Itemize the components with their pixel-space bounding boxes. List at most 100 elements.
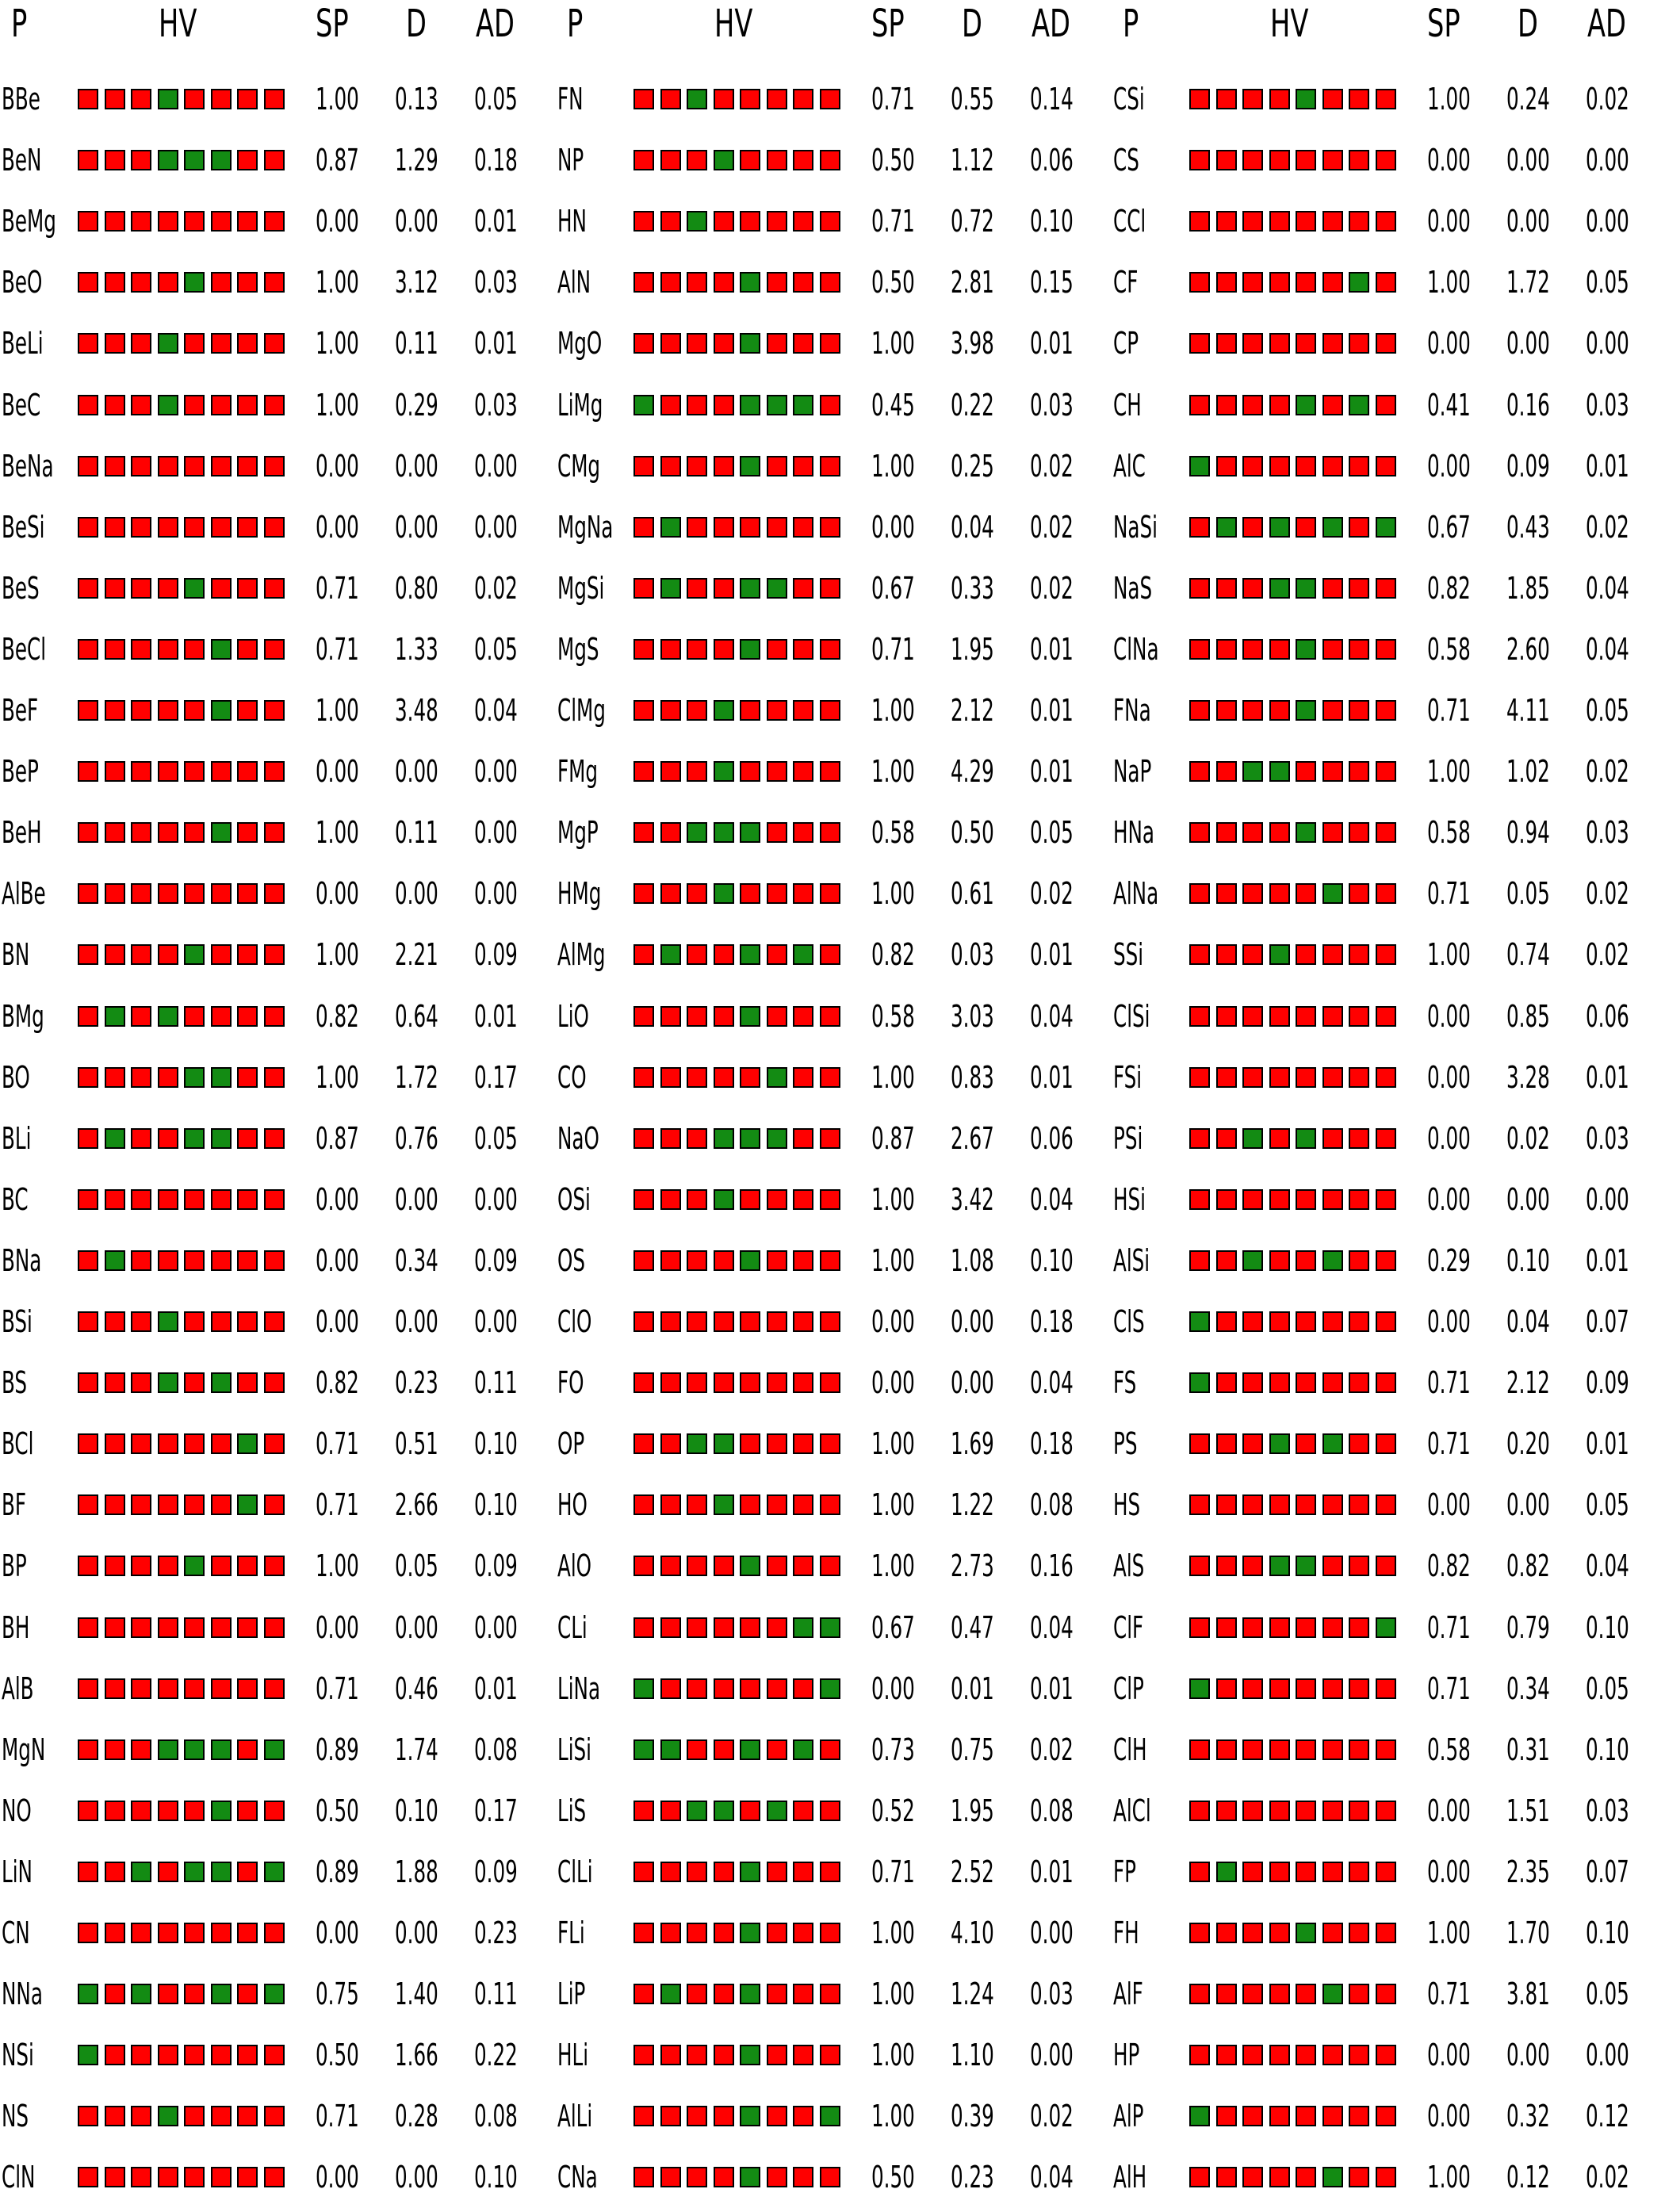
sp-value: 0.71 [316, 2099, 359, 2134]
hv-cell-red [660, 1250, 681, 1271]
hv-cell-green [793, 1617, 813, 1638]
d-value: 0.29 [395, 387, 438, 423]
hv-cell-red [157, 272, 178, 293]
hv-cell-green [210, 1127, 232, 1149]
hv-cell-red [78, 883, 98, 905]
hv-cell-red [1269, 394, 1290, 415]
pair-label: AlCl [1113, 1793, 1151, 1828]
hv-cell-green [184, 272, 205, 293]
d-value: 1.66 [395, 2038, 438, 2073]
hv-cell-red [157, 1494, 178, 1516]
pair-label: CCl [1113, 204, 1146, 239]
hv-cell-red [687, 1372, 707, 1394]
hv-cell-red [1375, 577, 1396, 599]
hv-cell-red [131, 1250, 151, 1271]
ad-value: 0.01 [1030, 326, 1074, 362]
hv-cell-green [184, 944, 205, 966]
hv-cell-green [819, 1617, 840, 1638]
pair-label: MgS [557, 631, 599, 667]
hv-cell-red [184, 211, 205, 232]
ad-value: 0.06 [1586, 998, 1629, 1034]
hv-cell-red [1349, 1250, 1369, 1271]
hv-cell-red [1215, 150, 1237, 171]
d-value: 2.73 [951, 1548, 994, 1584]
hv-cell-red [184, 1678, 205, 1699]
sp-value: 1.00 [1427, 2160, 1471, 2195]
sp-value: 0.71 [1427, 1609, 1471, 1645]
ad-value: 0.04 [1030, 998, 1074, 1034]
hv-cell-red [1242, 1372, 1263, 1394]
pair-label: AlBe [2, 876, 46, 912]
d-value: 0.85 [1506, 998, 1550, 1034]
hv-cell-red [819, 822, 840, 844]
sp-value: 1.00 [316, 815, 359, 851]
hv-cell-red [1242, 516, 1263, 538]
sp-value: 0.00 [1427, 1487, 1471, 1523]
hv-cell-red [184, 1311, 205, 1332]
sp-value: 0.41 [1427, 387, 1471, 423]
hv-cell-red [1322, 1861, 1343, 1882]
pair-label: BN [2, 937, 30, 973]
pair-label: ClO [557, 1304, 592, 1339]
hv-cell-red [263, 577, 285, 599]
hv-cell-red [713, 1005, 734, 1027]
hv-cell-red [1189, 1739, 1210, 1760]
hv-cell-red [78, 1556, 98, 1577]
hv-cell-red [660, 1617, 681, 1638]
hv-cell-red [819, 1739, 840, 1760]
d-value: 0.20 [1506, 1426, 1550, 1462]
sp-value: 1.00 [1427, 82, 1471, 117]
hv-cell-red [740, 516, 760, 538]
pair-label: FN [557, 82, 584, 117]
hv-cell-red [131, 1739, 151, 1760]
hv-cell-green [713, 1494, 734, 1516]
pair-label: ClSi [1113, 998, 1150, 1034]
hv-cell-red [131, 394, 151, 415]
hv-cell-red [78, 1617, 98, 1638]
hv-cell-red [210, 1556, 232, 1577]
pair-label: ClN [2, 2160, 36, 2195]
hv-cell-red [1189, 1066, 1210, 1088]
hv-cell-green [713, 761, 734, 783]
hv-cell-red [740, 1066, 760, 1088]
hv-cell-red [633, 822, 654, 844]
hv-cell-red [793, 883, 813, 905]
hv-cell-red [210, 1188, 232, 1210]
sp-value: 0.00 [316, 509, 359, 545]
hv-cell-red [131, 700, 151, 721]
hv-cell-red [1375, 2106, 1396, 2127]
sp-value: 0.58 [1427, 815, 1471, 851]
hv-cell-red [263, 883, 285, 905]
hv-cell-green [157, 1005, 178, 1027]
ad-value: 0.09 [474, 937, 518, 973]
hv-cell-red [793, 1127, 813, 1149]
ad-value: 0.15 [1030, 265, 1074, 300]
hv-cell-red [210, 1678, 232, 1699]
ad-value: 0.14 [1030, 82, 1074, 117]
sp-value: 1.00 [871, 1487, 915, 1523]
hv-cell-red [713, 1861, 734, 1882]
hv-cell-red [793, 700, 813, 721]
hv-cell-red [1215, 1678, 1237, 1699]
hv-cell-red [1242, 1005, 1263, 1027]
hv-cell-red [1322, 1066, 1343, 1088]
hv-cell-red [766, 1005, 787, 1027]
hv-cell-red [1189, 577, 1210, 599]
hv-cell-red [1189, 1188, 1210, 1210]
sp-value: 0.50 [871, 2160, 915, 2195]
hv-cell-green [210, 1861, 232, 1882]
hv-cell-red [184, 883, 205, 905]
hv-cell-red [104, 2045, 125, 2066]
hv-cell-red [131, 2106, 151, 2127]
hv-cell-red [157, 883, 178, 905]
hv-cell-red [1189, 150, 1210, 171]
hv-cell-red [210, 1433, 232, 1455]
hv-cell-red [740, 883, 760, 905]
sp-value: 0.50 [316, 1793, 359, 1828]
hv-cell-red [157, 516, 178, 538]
hv-cell-green [210, 150, 232, 171]
hv-cell-red [660, 1372, 681, 1394]
sp-value: 0.87 [871, 1120, 915, 1156]
d-value: 0.83 [951, 1059, 994, 1095]
hv-cell-green [660, 516, 681, 538]
